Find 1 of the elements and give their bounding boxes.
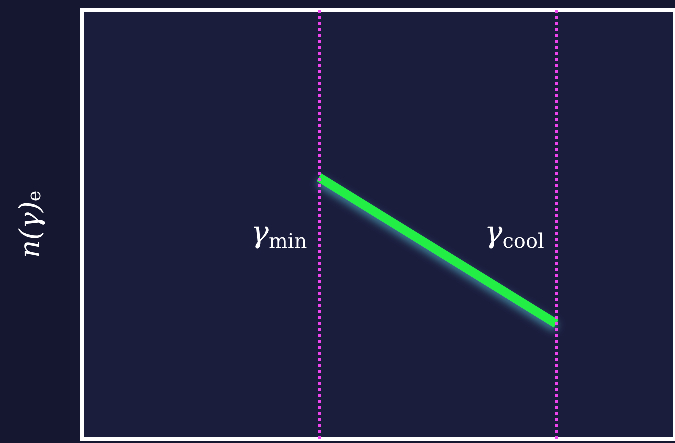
y-axis-title: n(γ)e: [14, 190, 46, 258]
